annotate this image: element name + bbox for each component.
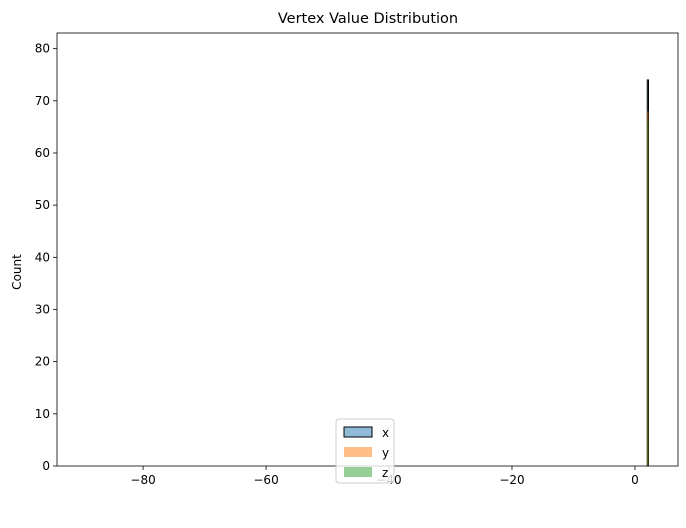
legend: xyz <box>335 418 395 484</box>
y-axis-ticks: 0 10 20 30 40 50 60 70 80 <box>35 42 57 473</box>
y-axis-label: Count <box>10 254 24 290</box>
y-tick-label: 80 <box>35 42 50 56</box>
y-tick-label: 20 <box>35 355 50 369</box>
y-tick-label: 70 <box>35 94 50 108</box>
y-tick-label: 50 <box>35 198 50 212</box>
y-tick-label: 10 <box>35 407 50 421</box>
legend-swatch-z <box>344 467 372 477</box>
legend-label-z: z <box>382 466 388 480</box>
y-tick-label: 60 <box>35 146 50 160</box>
plot-frame <box>56 32 679 467</box>
legend-swatch-y <box>344 447 372 457</box>
chart-title: Vertex Value Distribution <box>278 11 458 27</box>
x-tick-label: −60 <box>253 473 278 487</box>
x-tick-label: −20 <box>499 473 524 487</box>
bar-z <box>647 121 649 467</box>
legend-label-y: y <box>382 446 389 460</box>
histogram-bars <box>646 79 649 467</box>
legend-swatch-x <box>343 426 373 438</box>
y-tick-label: 30 <box>35 302 50 316</box>
x-tick-label: −80 <box>130 473 155 487</box>
y-tick-label: 40 <box>35 250 50 264</box>
x-tick-label: 0 <box>631 473 639 487</box>
y-tick-label: 0 <box>42 459 50 473</box>
legend-label-x: x <box>382 426 389 440</box>
